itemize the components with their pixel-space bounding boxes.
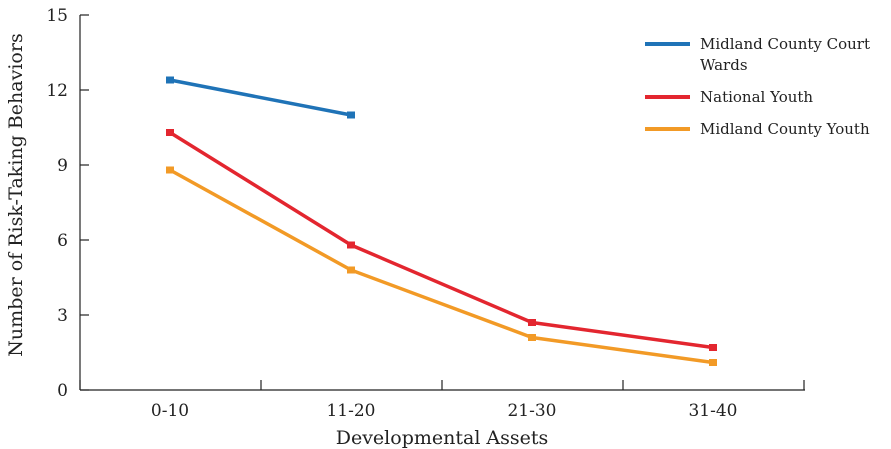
data-point (709, 344, 717, 351)
series-line (169, 168, 714, 365)
legend-item: Midland County Youth (645, 120, 870, 138)
data-point (528, 319, 536, 326)
data-point (528, 334, 536, 341)
legend-item: National Youth (645, 88, 813, 106)
legend: Midland County Court Wards National Youth M… (645, 35, 870, 138)
x-tick-label: 0-10 (151, 401, 189, 421)
x-axis-title: Developmental Assets (336, 427, 549, 449)
x-tick-label: 21-30 (507, 401, 556, 421)
data-point (166, 76, 174, 84)
axes: 0 3 6 9 12 15 0-10 11-20 21-30 31-40 (46, 6, 805, 421)
data-point (347, 111, 355, 119)
series-layer (166, 76, 717, 366)
data-point (347, 241, 355, 249)
series-line (169, 78, 352, 117)
y-tick-label: 6 (57, 231, 68, 251)
series-line (169, 131, 714, 350)
y-axis-title: Number of Risk-Taking Behaviors (5, 33, 27, 356)
x-tick-label: 31-40 (688, 401, 737, 421)
y-tick-label: 3 (57, 306, 68, 326)
y-tick-label: 12 (46, 81, 68, 101)
legend-label: National Youth (700, 88, 813, 106)
legend-label: Midland County Youth (700, 120, 870, 138)
data-point (166, 129, 174, 136)
data-point (166, 166, 174, 174)
legend-label: Midland County Court Wards (700, 35, 870, 74)
series (166, 76, 355, 119)
x-tick-label: 11-20 (326, 401, 375, 421)
data-point (347, 266, 355, 274)
series (166, 129, 717, 351)
series (166, 166, 717, 366)
data-point (709, 359, 717, 366)
y-tick-label: 0 (57, 381, 68, 401)
legend-item: Midland County Court Wards (645, 35, 870, 74)
y-tick-label: 15 (46, 6, 68, 26)
y-tick-label: 9 (57, 156, 68, 176)
